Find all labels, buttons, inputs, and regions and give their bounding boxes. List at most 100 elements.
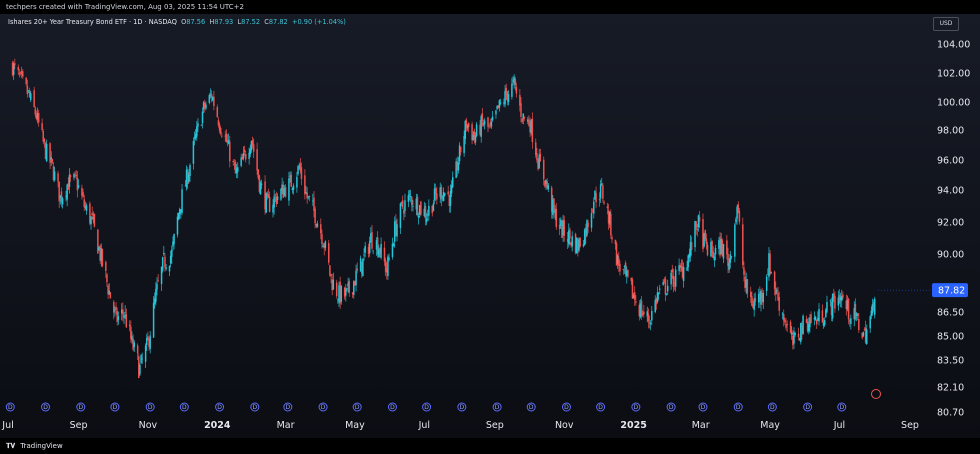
chart-area[interactable]	[0, 14, 980, 438]
dividend-marker-icon[interactable]	[76, 402, 86, 412]
candle	[89, 201, 91, 226]
candle	[672, 268, 675, 293]
dividend-marker-label: D	[217, 404, 222, 411]
candle	[635, 295, 637, 306]
candle	[300, 162, 303, 186]
candle	[465, 117, 468, 132]
candle	[498, 99, 501, 112]
candle	[466, 124, 469, 132]
candle	[614, 239, 617, 250]
candle	[442, 187, 445, 202]
dividend-marker-icon[interactable]	[837, 402, 847, 412]
candle	[379, 247, 381, 258]
dividend-marker-icon[interactable]	[733, 402, 743, 412]
dividend-marker-icon[interactable]	[283, 402, 293, 412]
candle	[329, 265, 331, 277]
dividend-marker-icon[interactable]	[492, 402, 502, 412]
candle	[197, 118, 199, 132]
candle	[815, 319, 818, 329]
candle	[818, 303, 820, 326]
candle	[248, 147, 250, 165]
candle	[77, 179, 80, 189]
candle	[474, 132, 477, 146]
dividend-marker-icon[interactable]	[250, 402, 260, 412]
candle	[789, 319, 792, 334]
dividend-marker-icon[interactable]	[387, 402, 397, 412]
dividend-marker-icon[interactable]	[803, 402, 813, 412]
candle	[622, 268, 625, 275]
dividend-marker-icon[interactable]	[110, 402, 120, 412]
candle	[720, 232, 722, 255]
candle	[348, 278, 350, 297]
currency-button[interactable]: USD	[933, 17, 959, 31]
candle	[201, 107, 204, 129]
candle	[98, 245, 100, 251]
candle	[100, 243, 103, 267]
x-tick-label: Jul	[418, 420, 430, 431]
candle	[726, 235, 728, 260]
candle	[504, 84, 506, 108]
dividend-marker-icon[interactable]	[318, 402, 328, 412]
x-tick-label: Jul	[1, 420, 13, 431]
candle	[428, 199, 430, 221]
event-flash-icon[interactable]	[871, 389, 881, 399]
candle	[601, 177, 603, 186]
candle	[243, 145, 246, 157]
candle	[424, 203, 427, 226]
candle	[27, 90, 30, 94]
dividend-marker-icon[interactable]	[215, 402, 225, 412]
candle	[432, 199, 435, 212]
candle	[35, 110, 38, 121]
candle	[712, 246, 714, 259]
dividend-marker-icon[interactable]	[561, 402, 571, 412]
candle	[825, 307, 827, 319]
dividend-marker-label: D	[390, 404, 395, 411]
dividend-marker-icon[interactable]	[596, 402, 606, 412]
dividend-marker-icon[interactable]	[145, 402, 155, 412]
candle	[267, 188, 270, 198]
x-tick-label: Sep	[901, 420, 919, 431]
dividend-marker-label: D	[182, 404, 187, 411]
dividend-marker-icon[interactable]	[352, 402, 362, 412]
candle	[737, 201, 739, 214]
candle	[757, 288, 760, 309]
candle	[340, 284, 343, 305]
candle	[616, 253, 619, 269]
y-tick-label: 96.00	[937, 156, 964, 167]
candle	[76, 171, 79, 198]
dividend-marker-label: D	[839, 404, 844, 411]
dividend-marker-icon[interactable]	[631, 402, 641, 412]
candle	[114, 306, 116, 317]
candle	[232, 159, 234, 166]
dividend-marker-icon[interactable]	[457, 402, 467, 412]
candle	[696, 224, 699, 237]
candle	[679, 262, 681, 273]
dividend-marker-icon[interactable]	[422, 402, 432, 412]
candle	[321, 229, 323, 249]
dividend-marker-icon[interactable]	[41, 402, 51, 412]
candle	[268, 191, 271, 213]
candle	[168, 265, 171, 277]
candle	[618, 251, 620, 272]
candle	[163, 245, 165, 257]
dividend-marker-icon[interactable]	[179, 402, 189, 412]
dividend-marker-icon[interactable]	[5, 402, 15, 412]
dividend-marker-icon[interactable]	[767, 402, 777, 412]
candle	[252, 138, 255, 159]
candle	[728, 258, 730, 273]
candle	[403, 207, 405, 221]
candle	[37, 109, 40, 127]
candle	[577, 237, 579, 257]
dividend-marker-icon[interactable]	[666, 402, 676, 412]
candle	[346, 287, 348, 292]
candle	[108, 283, 110, 295]
candle	[380, 237, 382, 260]
candle	[727, 247, 729, 274]
candle	[471, 121, 473, 145]
dividend-marker-icon[interactable]	[526, 402, 536, 412]
candle	[90, 215, 92, 230]
candle	[659, 284, 661, 295]
candle	[489, 118, 492, 129]
dividend-marker-icon[interactable]	[698, 402, 708, 412]
